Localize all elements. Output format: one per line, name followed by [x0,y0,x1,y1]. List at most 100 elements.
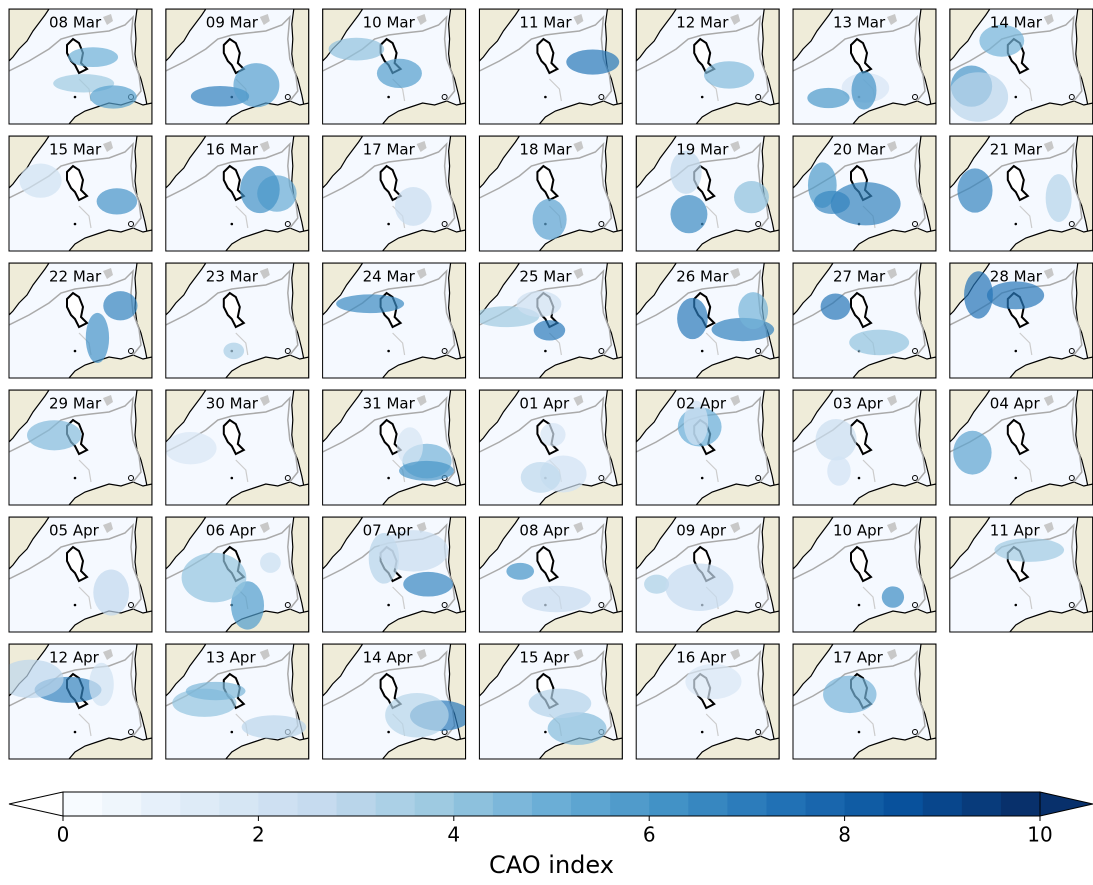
shading [953,431,991,475]
shading [540,423,565,446]
shading [240,166,280,213]
shading [677,298,708,339]
map-panel: 19 Mar [636,136,779,251]
shading [566,49,619,74]
shading [827,456,850,485]
panel-title: 30 Mar [206,395,259,413]
map-panel: 25 Mar [474,263,623,378]
colorbar-level [454,792,494,816]
shading [242,715,306,739]
colorbar-tick-label: 10 [1027,823,1052,847]
shading [704,61,754,88]
map-panel: 03 Apr [793,390,936,505]
map-panel: 12 Apr [0,644,152,759]
map-panel: 08 Mar [9,9,152,124]
shading [336,294,404,313]
shading [165,432,217,464]
colorbar-level [962,792,1002,816]
panel-title: 06 Apr [206,522,257,540]
panel-title: 09 Mar [206,14,259,32]
shading [182,553,247,603]
map-panel: 17 Apr [793,644,936,759]
shading [807,88,849,108]
colorbar-tick-label: 6 [643,823,656,847]
map-panel: 16 Apr [636,644,779,759]
map-panel: 13 Mar [793,9,936,124]
colorbar-level [688,792,728,816]
map-panel: 14 Apr [323,644,472,759]
colorbar-level [571,792,611,816]
shading [233,63,279,107]
panel-title: 25 Mar [519,268,572,286]
map-panel: 29 Mar [9,390,152,505]
panel-title: 18 Mar [519,141,572,159]
panel-title: 16 Apr [676,649,727,667]
shading [19,164,61,198]
panel-title: 13 Apr [206,649,257,667]
colorbar-tick-label: 2 [252,823,265,847]
panel-title: 14 Mar [990,14,1043,32]
panel-title: 17 Mar [363,141,416,159]
map-panel: 12 Mar [636,9,779,124]
shading [1046,174,1072,222]
panel-title: 08 Mar [49,14,102,32]
colorbar-level [923,792,963,816]
panel-title: 31 Mar [363,395,416,413]
map-panel: 13 Apr [166,644,309,759]
shading [522,586,591,612]
map-panel: 06 Apr [166,517,309,632]
colorbar-level [337,792,377,816]
panel-title: 28 Mar [990,268,1043,286]
colorbar-level [1001,792,1041,816]
panel-title: 16 Mar [206,141,259,159]
panel-title: 21 Mar [990,141,1043,159]
shading [957,168,992,212]
shading [882,586,904,607]
shading [738,292,768,329]
map-panel: 20 Mar [793,136,936,251]
shading [89,663,114,706]
colorbar-level [532,792,572,816]
panel-title: 19 Mar [676,141,729,159]
colorbar-tick-label: 8 [838,823,851,847]
shading [260,552,281,572]
colorbar-level [493,792,533,816]
shading [816,419,857,461]
map-panel: 15 Mar [9,136,152,251]
shading [403,572,453,597]
panel-title: 10 Mar [363,14,416,32]
shading [521,462,561,493]
panel-title: 22 Mar [49,268,102,286]
shading [849,330,909,356]
figure: 08 Mar09 Mar10 Mar11 Mar12 Mar13 Mar14 M… [0,0,1093,881]
panel-title: 01 Apr [519,395,570,413]
map-panel: 07 Apr [323,517,466,632]
map-panel: 10 Mar [323,9,466,124]
map-panel: 05 Apr [9,517,152,632]
panel-title: 14 Apr [363,649,414,667]
shading [823,676,876,713]
panel-title: 10 Apr [833,522,884,540]
shading [86,313,109,363]
map-panel: 11 Apr [950,517,1093,632]
shading [994,538,1064,562]
panel-title: 05 Apr [49,522,100,540]
shading [27,420,82,450]
shading [852,71,877,110]
panel-title: 17 Apr [833,649,884,667]
map-panel: 09 Mar [166,9,309,124]
map-panel: 23 Mar [166,263,309,378]
panel-title: 09 Apr [676,522,727,540]
shading [397,427,423,465]
map-panel: 31 Mar [323,390,466,505]
map-panel: 18 Mar [479,136,622,251]
map-panel: 16 Mar [166,136,309,251]
map-panel: 27 Mar [793,263,936,378]
shading [948,72,1008,121]
colorbar-level [376,792,416,816]
shading [670,195,707,233]
map-panel: 22 Mar [9,263,152,378]
colorbar-level [727,792,767,816]
panel-title: 02 Apr [676,395,727,413]
colorbar-level [610,792,650,816]
